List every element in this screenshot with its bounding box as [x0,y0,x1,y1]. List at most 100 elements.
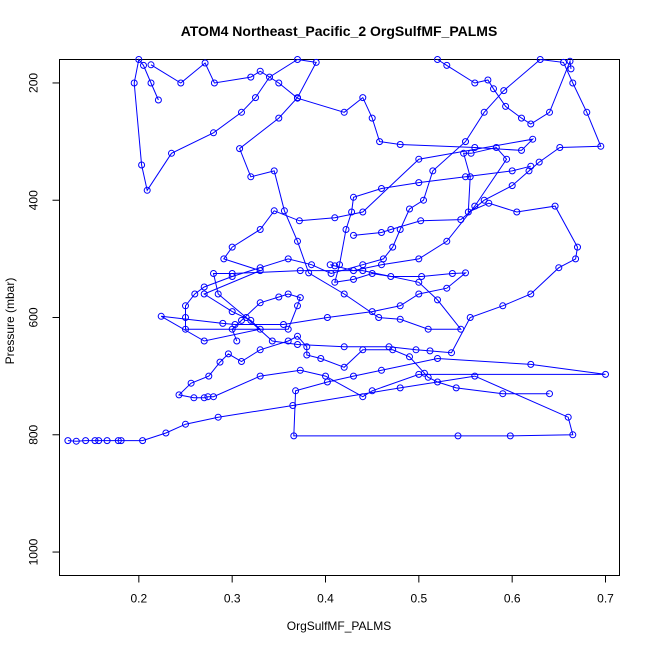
data-point [210,79,218,87]
data-point [527,290,535,298]
data-point [191,290,199,298]
data-point [296,267,304,275]
data-point [256,267,264,275]
data-point [567,65,575,73]
data-point [238,108,245,116]
data-point [331,278,339,286]
data-point [415,179,423,187]
data-point [256,226,264,233]
data-point [462,269,469,277]
data-point [200,290,208,298]
data-point [350,231,357,239]
data-point [574,243,581,251]
data-point [546,108,553,116]
data-point [312,58,320,66]
data-point [182,420,189,428]
data-point [490,85,497,93]
data-point [130,79,138,87]
data-point [424,325,432,333]
data-point [359,208,367,216]
x-tick-label: 0.3 [224,592,241,606]
x-tick-label: 0.4 [317,592,334,606]
data-point [305,269,313,277]
x-tick-label: 0.6 [504,592,521,606]
data-point [327,270,335,277]
data-point [406,353,413,361]
data-point [499,302,507,310]
data-point [406,205,413,213]
data-point [359,346,367,354]
data-point [294,332,301,340]
data-point [340,343,348,351]
series-line [437,59,572,125]
data-point [147,79,155,87]
data-point [228,325,236,333]
data-point [350,193,357,201]
data-point [336,261,343,269]
data-point [454,432,462,440]
data-point [443,61,451,69]
data-point [103,437,111,445]
data-point [434,378,441,386]
data-point [518,146,525,154]
data-point [266,73,273,81]
data-point [228,243,236,251]
data-point [535,158,543,166]
data-point [200,283,208,291]
data-point [378,229,385,236]
data-point [396,384,404,392]
data-point [467,149,475,157]
data-point [214,413,222,421]
y-axis: 200 400 600 800 1000 [27,73,60,565]
data-point [340,290,348,298]
data-point [471,202,479,210]
data-point [72,437,80,445]
data-point [462,173,469,181]
data-point [457,216,465,224]
data-point [294,302,301,310]
data-point [368,270,376,277]
data-point [224,350,232,358]
data-point [182,314,189,321]
data-point [290,432,298,440]
data-point [275,79,283,87]
data-point [296,366,304,374]
data-point [527,120,535,128]
data-point [443,237,451,245]
data-point [182,325,189,333]
plot-frame [59,59,620,576]
data-point [484,76,492,84]
data-point [418,273,426,280]
data-point [348,208,356,216]
data-point [508,167,516,175]
data-point [471,372,479,380]
data-point [216,358,224,366]
data-point [323,314,331,321]
data-point [95,437,103,445]
data-point [139,437,147,445]
data-point [500,87,508,95]
y-tick-label: 200 [27,73,41,93]
data-point [294,56,301,63]
data-point [350,267,357,275]
data-point [82,437,90,445]
series-line [150,62,535,342]
data-point [256,67,264,75]
data-point [295,217,303,225]
data-point [396,141,404,148]
data-point [572,255,580,263]
data-point [375,314,383,321]
data-point [177,79,185,87]
data-point [396,315,404,323]
data-point [117,437,125,445]
data-point [518,114,525,122]
data-point [247,73,255,81]
data-point [138,161,146,169]
data-point [238,316,245,324]
data-point [143,186,151,194]
data-point [376,138,384,146]
data-point [359,94,367,102]
data-point [499,390,507,398]
data-point [228,270,236,277]
y-tick-label: 1000 [27,538,41,565]
